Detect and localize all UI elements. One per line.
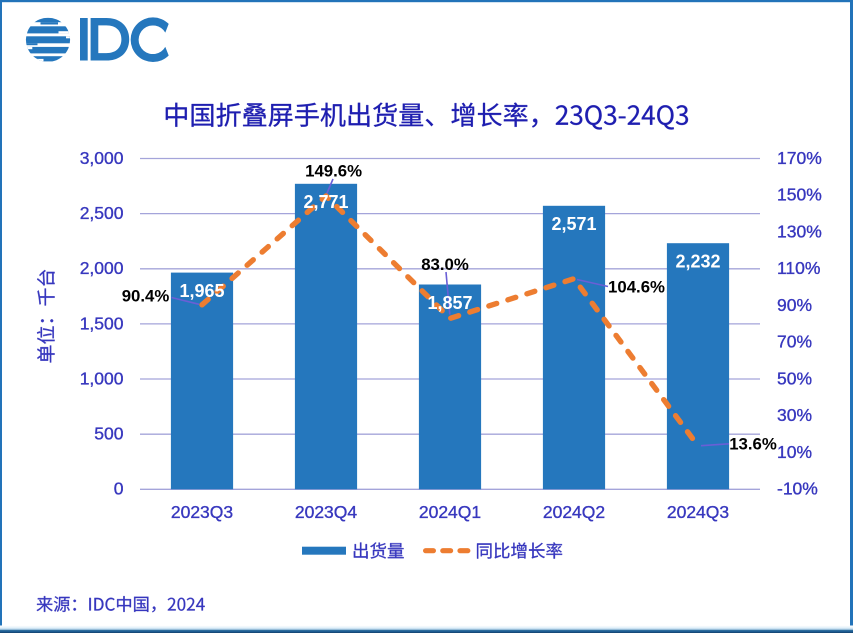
svg-text:1,000: 1,000 bbox=[80, 368, 124, 388]
svg-text:90.4%: 90.4% bbox=[122, 287, 170, 306]
svg-text:50%: 50% bbox=[777, 368, 812, 388]
svg-text:170%: 170% bbox=[777, 148, 822, 168]
svg-text:70%: 70% bbox=[777, 332, 812, 352]
svg-text:3,000: 3,000 bbox=[80, 148, 124, 168]
svg-text:149.6%: 149.6% bbox=[305, 161, 362, 180]
svg-text:83.0%: 83.0% bbox=[421, 255, 469, 274]
svg-text:2,232: 2,232 bbox=[675, 252, 720, 272]
svg-text:104.6%: 104.6% bbox=[608, 278, 665, 297]
svg-text:2024Q3: 2024Q3 bbox=[667, 502, 729, 522]
svg-text:2,500: 2,500 bbox=[80, 203, 124, 223]
svg-text:2024Q2: 2024Q2 bbox=[543, 502, 605, 522]
svg-text:-10%: -10% bbox=[777, 479, 818, 499]
svg-text:1,857: 1,857 bbox=[427, 293, 472, 313]
svg-text:2024Q1: 2024Q1 bbox=[419, 502, 481, 522]
svg-text:90%: 90% bbox=[777, 295, 812, 315]
svg-text:13.6%: 13.6% bbox=[729, 435, 777, 454]
svg-text:1,965: 1,965 bbox=[179, 281, 224, 301]
svg-text:2,771: 2,771 bbox=[303, 192, 348, 212]
svg-text:0: 0 bbox=[114, 479, 124, 499]
svg-text:2,000: 2,000 bbox=[80, 258, 124, 278]
svg-text:2023Q4: 2023Q4 bbox=[295, 502, 358, 522]
svg-text:2023Q3: 2023Q3 bbox=[171, 502, 233, 522]
svg-text:130%: 130% bbox=[777, 221, 822, 241]
svg-text:110%: 110% bbox=[777, 258, 820, 278]
svg-text:500: 500 bbox=[94, 424, 123, 444]
svg-text:150%: 150% bbox=[777, 185, 822, 205]
svg-text:10%: 10% bbox=[777, 442, 812, 462]
svg-text:2,571: 2,571 bbox=[551, 214, 596, 234]
svg-text:30%: 30% bbox=[777, 405, 812, 425]
svg-text:1,500: 1,500 bbox=[80, 313, 124, 333]
